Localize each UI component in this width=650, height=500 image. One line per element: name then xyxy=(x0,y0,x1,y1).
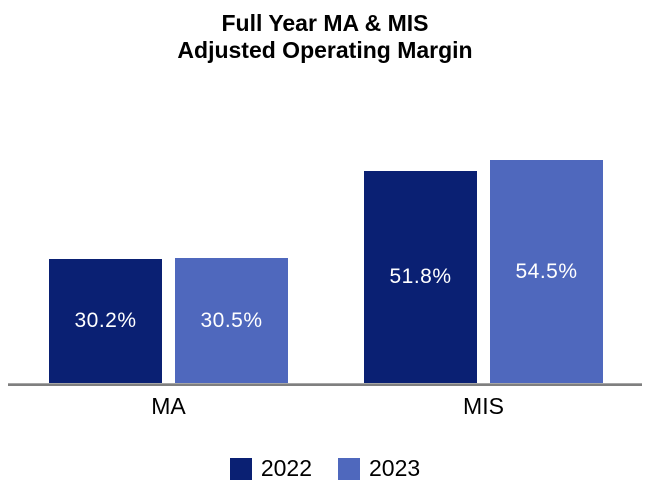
category-label-MIS: MIS xyxy=(463,393,504,419)
legend-swatch-icon xyxy=(229,457,252,480)
bar-value-label: 54.5% xyxy=(515,259,578,283)
chart-title-line1: Full Year MA & MIS xyxy=(221,10,429,36)
legend-item-2023: 2023 xyxy=(338,455,420,482)
bar-MIS-2022: 51.8% xyxy=(364,171,477,383)
legend-label: 2023 xyxy=(369,455,421,481)
bar-MA-2022: 30.2% xyxy=(49,259,162,383)
bar-MA-2023: 30.5% xyxy=(175,258,288,383)
bar-MIS-2023: 54.5% xyxy=(490,160,603,383)
legend-swatch-icon xyxy=(338,457,360,480)
x-axis-line xyxy=(8,383,642,386)
legend-label: 2022 xyxy=(260,455,312,481)
bar-value-label: 51.8% xyxy=(389,265,452,288)
bar-value-label: 30.2% xyxy=(74,309,137,332)
legend: 2022 2023 xyxy=(0,455,650,482)
chart-title-line2: Adjusted Operating Margin xyxy=(177,37,473,63)
category-label-MA: MA xyxy=(151,393,186,419)
plot-area: 30.2% 30.5% 51.8% 54.5% xyxy=(0,60,650,386)
chart-title: Full Year MA & MIS Adjusted Operating Ma… xyxy=(0,10,650,64)
bar-value-label: 30.5% xyxy=(200,308,263,332)
legend-item-2022: 2022 xyxy=(229,455,312,482)
